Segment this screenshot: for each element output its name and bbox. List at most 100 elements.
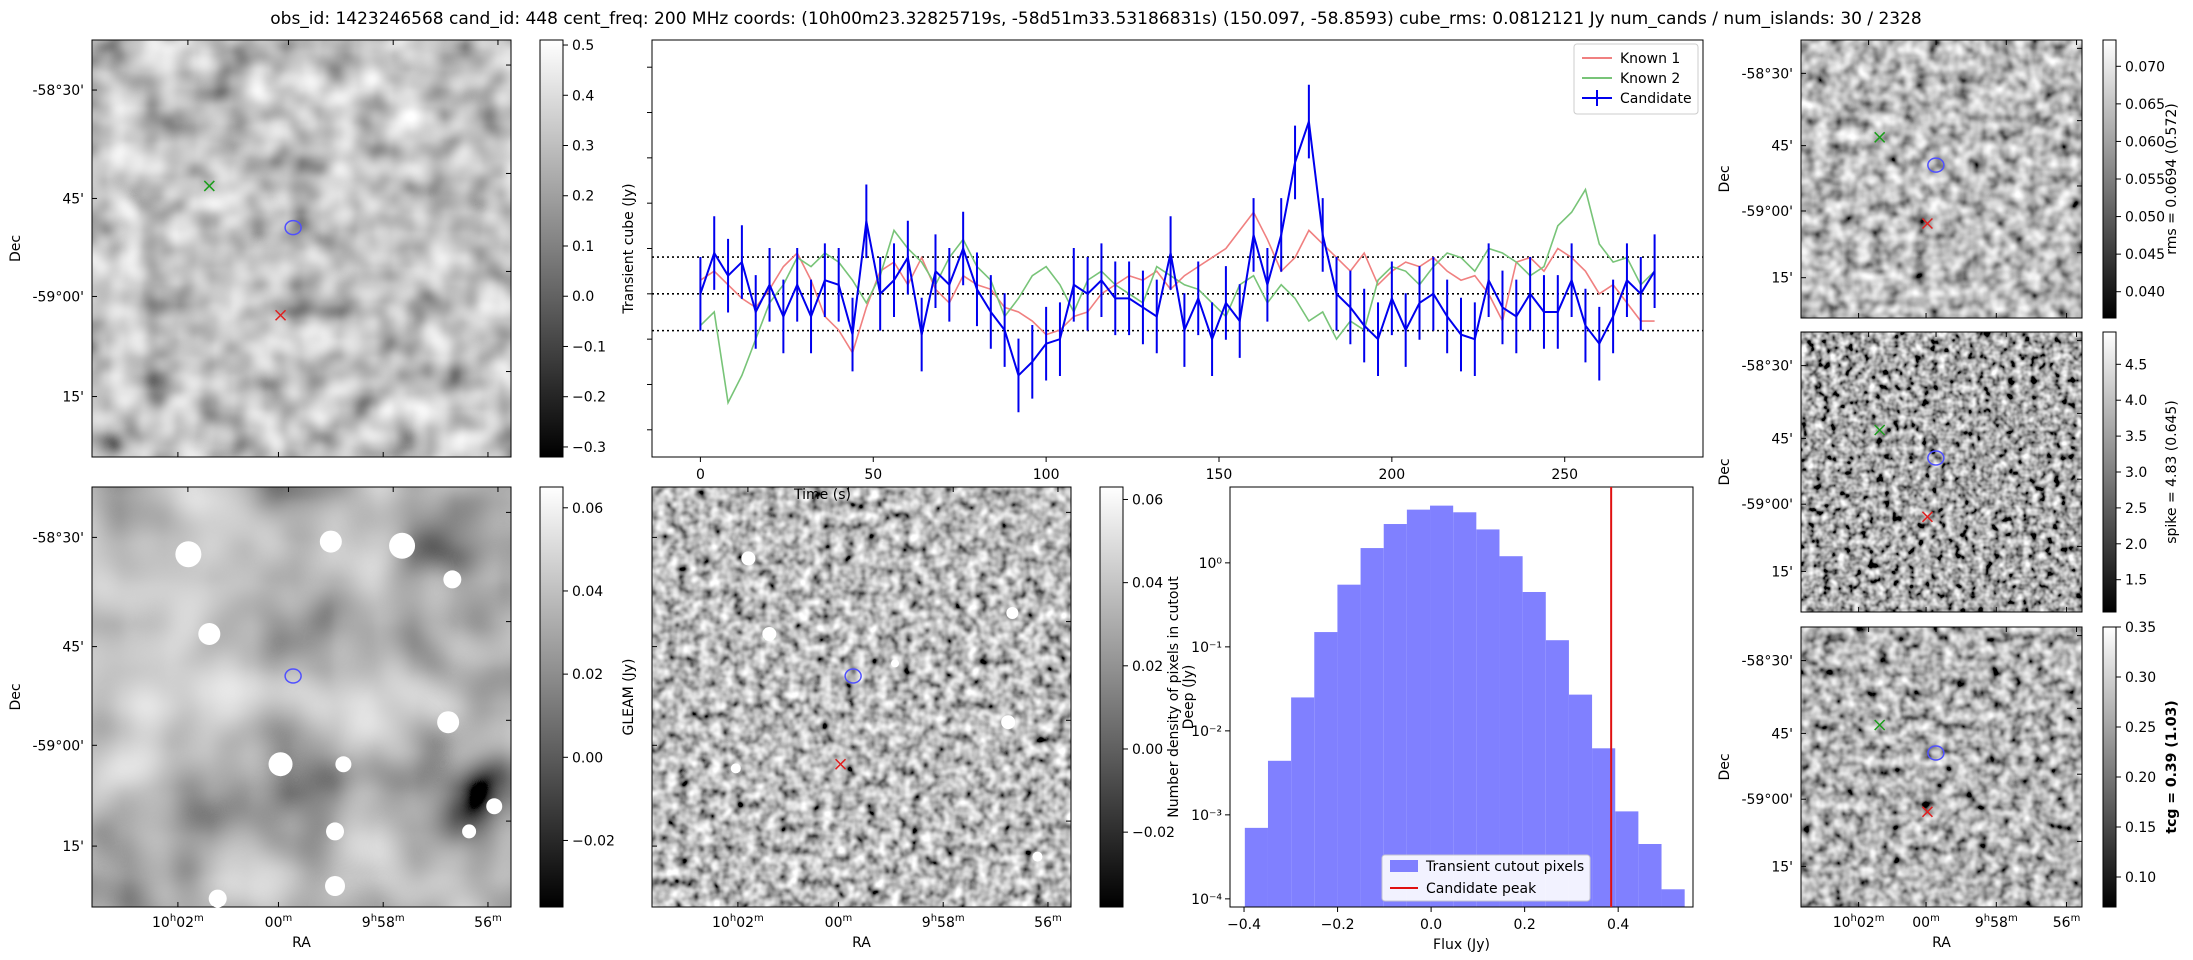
colorbar-gradient xyxy=(539,486,564,908)
histogram-x-label: Flux (Jy) xyxy=(1433,937,1490,953)
histogram-x-tick-label: 0.4 xyxy=(1607,917,1629,933)
deep-bright-source xyxy=(730,763,741,774)
dec-tick-label: -58°30' xyxy=(32,530,84,546)
colorbar-label: tcg = 0.39 (1.03) xyxy=(2164,700,2180,833)
legend-box xyxy=(1573,43,1699,115)
colorbar-tcg xyxy=(2102,626,2121,908)
colorbar-tick-label: 0.0 xyxy=(572,289,594,305)
candidate-contour-marker xyxy=(1927,745,1945,761)
dec-tick-label: -59°00' xyxy=(1741,497,1793,513)
colorbar-tick-label: −0.3 xyxy=(572,440,606,456)
image-panel-spike xyxy=(1800,331,2083,613)
image-panel-transient xyxy=(91,39,512,458)
gleam-bright-source xyxy=(486,798,503,815)
colorbar-tick-label: 3.5 xyxy=(2125,429,2147,445)
colorbar-tick-label: 0.055 xyxy=(2125,172,2165,188)
lightcurve-x-label: Time (s) xyxy=(793,487,851,503)
colorbar-tick-label: 0.04 xyxy=(572,584,603,600)
histogram-bar xyxy=(1615,811,1639,907)
colorbar-tick-label: 0.065 xyxy=(2125,97,2165,113)
image-panel-deep xyxy=(651,486,1072,908)
ra-tick-label: 9h58m xyxy=(362,913,405,931)
colorbar-tick-label: 0.2 xyxy=(572,189,594,205)
dec-axis-label: Dec xyxy=(8,235,24,262)
colorbar-tick-label: −0.02 xyxy=(572,833,615,849)
dec-axis-label: Dec xyxy=(1717,165,1733,192)
legend-box xyxy=(1381,854,1591,902)
colorbar-tick-label: 0.040 xyxy=(2125,285,2165,301)
colorbar-tick-label: 0.050 xyxy=(2125,210,2165,226)
lightcurve-legend xyxy=(1573,43,1699,115)
colorbar-tick-label: 0.30 xyxy=(2125,670,2156,686)
legend-label: Known 1 xyxy=(1620,51,1680,67)
histogram-y-label: Number density of pixels in cutout xyxy=(1166,576,1182,818)
gleam-bright-source xyxy=(208,889,227,908)
image-rms xyxy=(1801,40,2082,318)
dec-tick-label: 15' xyxy=(62,390,84,406)
peak-cross-marker xyxy=(1921,511,1933,523)
histogram-bar xyxy=(1476,529,1500,907)
colorbar-tick-label: 0.5 xyxy=(572,38,594,54)
lightcurve-x-tick-label: 150 xyxy=(1206,467,1233,483)
image-spike xyxy=(1801,332,2082,612)
colorbar-tick-label: 0.1 xyxy=(572,239,594,255)
colorbar-tick-label: 2.5 xyxy=(2125,501,2147,517)
histogram-bar xyxy=(1314,632,1338,907)
image-tcg xyxy=(1801,627,2082,907)
histogram-bar xyxy=(1568,694,1593,907)
histogram-y-tick-label: 10⁻² xyxy=(1191,724,1222,740)
colorbar-tick-label: 0.00 xyxy=(572,750,603,766)
histogram-bar xyxy=(1545,640,1569,907)
image-panel-tcg xyxy=(1800,626,2083,908)
dec-tick-label: -58°30' xyxy=(1741,654,1793,670)
histogram-bar xyxy=(1522,591,1546,907)
dec-tick-label: 45' xyxy=(1771,431,1793,447)
gleam-bright-source xyxy=(462,824,477,839)
histogram-y-tick-label: 10⁻¹ xyxy=(1191,640,1222,656)
ra-tick-label: 00m xyxy=(1912,913,1940,931)
deep-bright-source xyxy=(1001,715,1016,730)
dec-tick-label: -59°00' xyxy=(1741,204,1793,220)
dec-axis-label: Dec xyxy=(1717,458,1733,485)
gleam-bright-source xyxy=(325,876,346,896)
colorbar-tick-label: −0.2 xyxy=(572,390,606,406)
colorbar-tick-label: 0.20 xyxy=(2125,770,2156,786)
peak-cross-marker xyxy=(1921,217,1933,230)
colorbar-label: spike = 4.83 (0.645) xyxy=(2164,400,2180,544)
colorbar-tick-label: −0.02 xyxy=(1132,825,1175,841)
ra-tick-label: 10h02m xyxy=(152,913,204,931)
ra-tick-label: 10h02m xyxy=(1833,913,1885,931)
image-deep xyxy=(652,487,1071,907)
legend-label: Transient cutout pixels xyxy=(1425,859,1584,875)
image-frame xyxy=(1800,626,2083,908)
colorbar-transient xyxy=(539,39,568,458)
ra-axis-label: RA xyxy=(852,935,871,951)
colorbar-tick-label: 1.5 xyxy=(2125,573,2147,589)
colorbar-gradient xyxy=(1099,486,1124,908)
colorbar-rms xyxy=(2102,39,2121,319)
legend-swatch xyxy=(1390,860,1418,872)
colorbar-gleam xyxy=(539,486,568,908)
candidate-contour-marker xyxy=(844,668,862,684)
histogram-legend xyxy=(1381,854,1591,902)
histogram-bar xyxy=(1406,509,1431,907)
deep-bright-source xyxy=(891,659,900,668)
colorbar-tick-label: 0.04 xyxy=(1132,576,1163,592)
dec-tick-label: -58°30' xyxy=(1741,359,1793,375)
dec-tick-label: -59°00' xyxy=(32,289,84,305)
colorbar-spike xyxy=(2102,331,2121,613)
ra-tick-label: 9h58m xyxy=(1975,913,2018,931)
deep-bright-source xyxy=(1006,607,1019,619)
ra-tick-label: 10h02m xyxy=(712,913,764,931)
known-source-cross-marker xyxy=(203,180,215,192)
lightcurve-x-tick-label: 0 xyxy=(696,467,705,483)
image-transient xyxy=(92,40,511,457)
histogram-x-tick-label: −0.4 xyxy=(1227,917,1261,933)
candidate-contour-marker xyxy=(1927,157,1945,173)
histogram-bar xyxy=(1267,760,1292,907)
gleam-bright-source xyxy=(319,530,342,553)
image-frame xyxy=(91,486,512,908)
colorbar-tick-label: 0.10 xyxy=(2125,870,2156,886)
dec-tick-label: 45' xyxy=(62,640,84,656)
histogram-y-tick-label: 10⁻⁴ xyxy=(1191,892,1222,908)
